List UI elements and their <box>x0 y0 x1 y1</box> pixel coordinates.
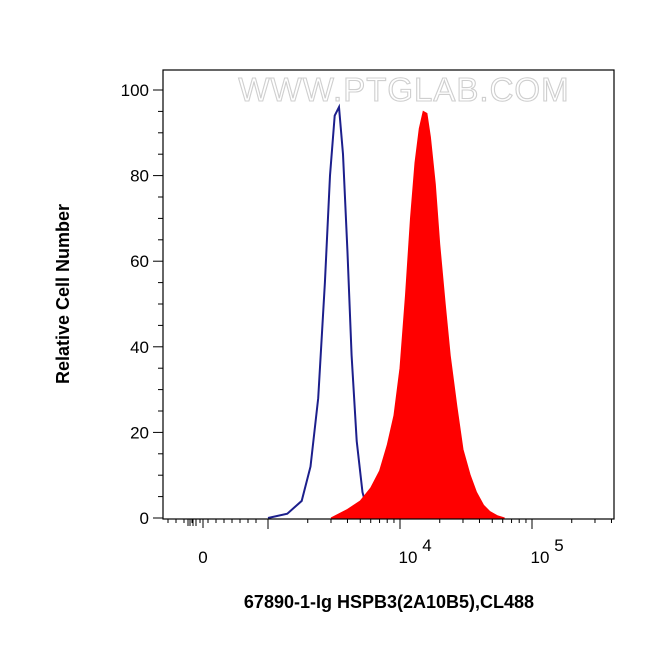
histogram-series <box>267 103 505 519</box>
filled-histogram-series <box>330 110 505 519</box>
y-axis-title: Relative Cell Number <box>53 204 73 384</box>
outline-histogram-series <box>267 103 376 519</box>
watermark-text: WWW.PTGLAB.COM <box>238 71 569 108</box>
watermark: WWW.PTGLAB.COM <box>238 70 569 108</box>
x-tick-exponent: 5 <box>554 536 563 555</box>
x-tick-label: 10 <box>399 548 418 567</box>
x-tick-label: 10 <box>531 548 550 567</box>
x-tick-label: 0 <box>198 548 207 567</box>
y-tick-label: 40 <box>130 338 149 357</box>
x-tick-exponent: 4 <box>422 536 431 555</box>
y-tick-label: 20 <box>130 423 149 442</box>
x-axis-title: 67890-1-Ig HSPB3(2A10B5),CL488 <box>244 592 534 612</box>
y-tick-label: 100 <box>121 81 149 100</box>
y-tick-label: 60 <box>130 252 149 271</box>
y-tick-label: 80 <box>130 167 149 186</box>
y-axis: 0 20 40 60 80 100 <box>121 81 163 528</box>
y-tick-label: 0 <box>140 509 149 528</box>
plot-frame <box>162 69 615 520</box>
